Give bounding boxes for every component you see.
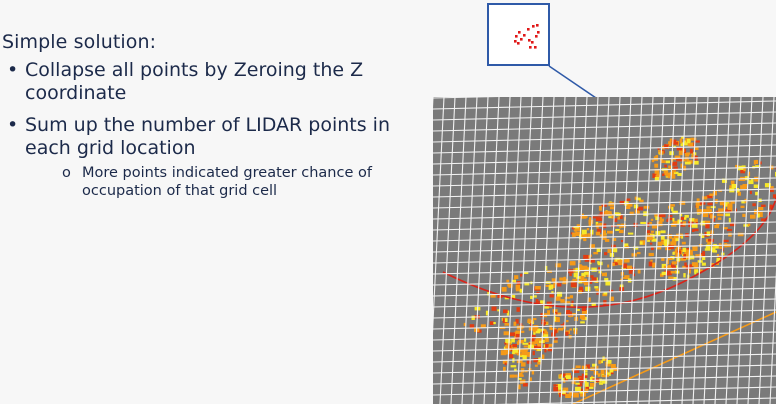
- sub-bullet-marker: o: [62, 165, 71, 181]
- bullet-text: Sum up the number of LIDAR points in eac…: [25, 114, 390, 159]
- bullet-marker: •: [7, 114, 19, 136]
- slide-text: Simple solution: • Collapse all points b…: [0, 31, 420, 209]
- inset-points-image: [514, 24, 540, 49]
- slide-heading: Simple solution:: [2, 31, 157, 53]
- sub-bullet-occupation: o More points indicated greater chance o…: [25, 164, 420, 200]
- inset-zoom-box: [487, 3, 550, 66]
- lidar-grid-image: [433, 97, 776, 404]
- bullet-collapse-points: • Collapse all points by Zeroing the Z c…: [0, 59, 420, 105]
- bullet-sum-points: • Sum up the number of LIDAR points in e…: [0, 114, 420, 200]
- scan-arc: [572, 311, 776, 404]
- bullet-marker: •: [7, 59, 19, 81]
- lidar-occupancy-grid: [433, 97, 776, 404]
- sub-bullet-text: More points indicated greater chance of …: [82, 165, 372, 199]
- grid-lines: [433, 97, 776, 404]
- bullet-text: Collapse all points by Zeroing the Z coo…: [25, 59, 364, 104]
- inset-points: [514, 24, 540, 49]
